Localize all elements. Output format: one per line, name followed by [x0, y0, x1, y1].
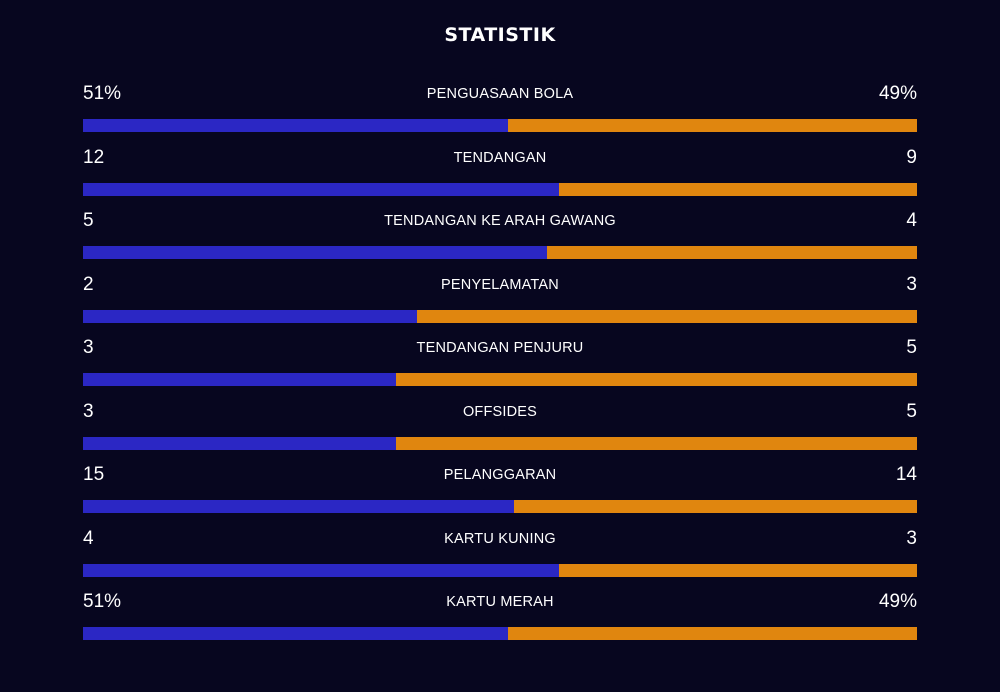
away-value: 14	[895, 464, 917, 485]
away-value: 49%	[878, 83, 917, 104]
stat-values: 12 TENDANGAN 9	[83, 145, 917, 171]
home-value: 5	[83, 210, 94, 231]
home-bar-fill	[83, 436, 396, 450]
stat-values: 51% PENGUASAAN BOLA 49%	[83, 81, 917, 107]
away-value: 9	[906, 146, 917, 168]
stat-values: 3 TENDANGAN PENJURU 5	[83, 335, 917, 361]
stat-row: 5 TENDANGAN KE ARAH GAWANG 4	[83, 208, 917, 260]
stat-label: TENDANGAN PENJURU	[416, 340, 584, 356]
away-bar-fill	[395, 436, 917, 450]
away-bar-fill	[514, 500, 917, 513]
comparison-bar	[83, 309, 917, 323]
stat-label: TENDANGAN	[453, 149, 547, 166]
stat-row: 3 TENDANGAN PENJURU 5	[83, 335, 917, 387]
away-bar-fill	[546, 246, 917, 259]
comparison-bar	[83, 563, 917, 577]
away-bar-fill	[395, 373, 917, 386]
away-value: 5	[906, 400, 917, 422]
stat-label: PENGUASAAN BOLA	[426, 86, 574, 102]
home-value: 12	[83, 146, 105, 168]
stat-values: 2 PENYELAMATAN 3	[83, 272, 917, 298]
comparison-bar	[83, 246, 917, 259]
stat-label: KARTU MERAH	[446, 594, 554, 610]
stat-label: KARTU KUNING	[444, 530, 556, 547]
away-value: 49%	[878, 591, 917, 612]
home-bar-fill	[83, 373, 396, 386]
away-bar-fill	[508, 119, 917, 132]
stats-list: 51% PENGUASAAN BOLA 49% 12 TENDANGAN 9 5…	[83, 81, 917, 653]
stat-label: PENYELAMATAN	[441, 276, 559, 293]
away-value: 4	[906, 210, 917, 231]
comparison-bar	[83, 436, 917, 450]
away-bar-fill	[416, 309, 917, 323]
stat-row: 51% PENGUASAAN BOLA 49%	[83, 81, 917, 133]
away-value: 3	[906, 273, 917, 295]
comparison-bar	[83, 627, 917, 640]
comparison-bar	[83, 182, 917, 196]
stat-values: 4 KARTU KUNING 3	[83, 526, 917, 552]
home-bar-fill	[83, 563, 560, 577]
away-value: 3	[906, 527, 917, 549]
home-bar-fill	[83, 119, 509, 132]
stat-values: 51% KARTU MERAH 49%	[83, 589, 917, 615]
home-value: 51%	[83, 591, 122, 612]
stat-label: OFFSIDES	[462, 403, 538, 420]
comparison-bar	[83, 119, 917, 132]
home-value: 3	[83, 400, 94, 422]
home-value: 51%	[83, 83, 122, 104]
home-value: 4	[83, 527, 94, 549]
home-value: 3	[83, 337, 94, 358]
home-bar-fill	[83, 246, 547, 259]
home-bar-fill	[83, 500, 515, 513]
away-bar-fill	[559, 563, 917, 577]
stat-row: 12 TENDANGAN 9	[83, 145, 917, 197]
away-value: 5	[906, 337, 917, 358]
home-bar-fill	[83, 182, 560, 196]
stat-row: 4 KARTU KUNING 3	[83, 526, 917, 578]
stat-values: 3 OFFSIDES 5	[83, 399, 917, 425]
home-bar-fill	[83, 309, 417, 323]
home-value: 15	[83, 464, 105, 485]
stat-row: 51% KARTU MERAH 49%	[83, 589, 917, 641]
stat-row: 15 PELANGGARAN 14	[83, 462, 917, 514]
stat-values: 5 TENDANGAN KE ARAH GAWANG 4	[83, 208, 917, 234]
home-value: 2	[83, 273, 94, 295]
away-bar-fill	[559, 182, 917, 196]
comparison-bar	[83, 373, 917, 386]
stat-row: 3 OFFSIDES 5	[83, 399, 917, 451]
stat-row: 2 PENYELAMATAN 3	[83, 272, 917, 324]
stat-label: TENDANGAN KE ARAH GAWANG	[384, 213, 616, 229]
stat-values: 15 PELANGGARAN 14	[83, 462, 917, 488]
stat-label: PELANGGARAN	[443, 467, 557, 483]
page-title: STATISTIK	[444, 24, 556, 46]
comparison-bar	[83, 500, 917, 513]
away-bar-fill	[508, 627, 917, 640]
home-bar-fill	[83, 627, 509, 640]
